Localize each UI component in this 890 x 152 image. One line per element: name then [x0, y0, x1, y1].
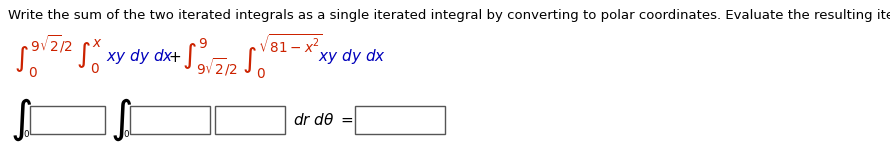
Text: $\int_0^{\sqrt{81-x^2}}$: $\int_0^{\sqrt{81-x^2}}$: [242, 33, 323, 81]
Text: $\int_{9\sqrt{2}/2}^{9}$: $\int_{9\sqrt{2}/2}^{9}$: [182, 36, 239, 78]
Text: Write the sum of the two iterated integrals as a single iterated integral by con: Write the sum of the two iterated integr…: [8, 9, 890, 22]
Text: $xy\ dy\ dx$: $xy\ dy\ dx$: [318, 47, 386, 67]
Text: $_0$: $_0$: [123, 126, 130, 140]
Bar: [355, 106, 445, 134]
Text: $\int_0^{x}$: $\int_0^{x}$: [76, 38, 103, 76]
Bar: [130, 106, 210, 134]
Text: $\int_0^{9\sqrt{2}/2}$: $\int_0^{9\sqrt{2}/2}$: [14, 34, 73, 80]
Bar: [30, 106, 105, 134]
Text: $_0$: $_0$: [23, 126, 30, 140]
Bar: [215, 106, 285, 134]
Text: $\int$: $\int$: [10, 97, 32, 143]
Text: $dr\ d\theta\ =$: $dr\ d\theta\ =$: [293, 112, 354, 128]
Text: $xy\ dy\ dx$: $xy\ dy\ dx$: [106, 47, 174, 67]
Text: $+$: $+$: [168, 50, 182, 64]
Text: $\int$: $\int$: [110, 97, 132, 143]
